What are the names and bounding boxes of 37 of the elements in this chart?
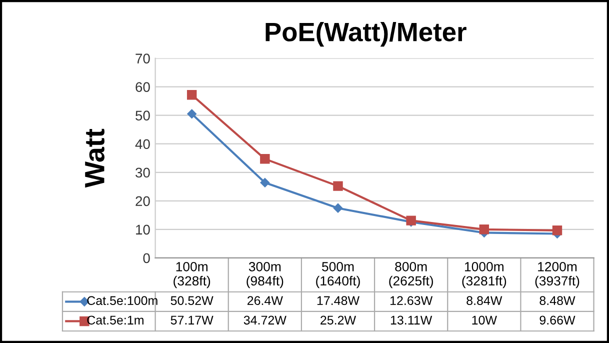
data-label: 10W xyxy=(472,316,497,325)
y-tick-label: 70 xyxy=(136,54,150,64)
data-label: 9.66W xyxy=(540,316,576,325)
data-label: 25.2W xyxy=(320,316,356,325)
x-tick-label: 500m (1640ft) xyxy=(316,262,360,288)
point xyxy=(479,224,490,234)
point xyxy=(260,154,270,164)
data-label: 17.48W xyxy=(317,296,360,306)
y-tick-label: 10 xyxy=(136,224,150,235)
data-label: 57.17W xyxy=(170,316,214,325)
data-label: 12.63W xyxy=(390,296,433,306)
x-tick-label: 300m (984ft) xyxy=(246,262,284,288)
point xyxy=(260,178,270,188)
y-tick-label: 30 xyxy=(136,168,150,178)
legend-label: Cat.5e:100m xyxy=(87,296,158,306)
x-tick-label: 1200m (3937ft) xyxy=(535,262,580,288)
point xyxy=(186,90,197,100)
y-tick-label: 40 xyxy=(135,139,150,150)
y-axis-title: Watt xyxy=(85,128,104,188)
y-tick-label: 60 xyxy=(136,82,150,92)
data-label: 50.52W xyxy=(170,296,214,306)
point xyxy=(552,226,562,236)
y-tick-label: 0 xyxy=(143,253,150,264)
y-tick-label: 20 xyxy=(136,196,150,206)
chart-title: PoE(Watt)/Meter xyxy=(266,22,466,47)
point xyxy=(187,109,196,118)
x-tick-label: 100m (328ft) xyxy=(174,262,210,288)
data-label: 8.48W xyxy=(540,296,576,306)
data-label: 26.4W xyxy=(247,296,283,306)
y-tick-label: 50 xyxy=(136,110,150,121)
data-label: 13.11W xyxy=(390,316,432,325)
point xyxy=(333,203,343,213)
data-label: 8.84W xyxy=(466,296,502,306)
point xyxy=(333,181,343,191)
data-label: 34.72W xyxy=(244,316,286,325)
x-tick-label: 800m (2625ft) xyxy=(389,262,433,288)
x-tick-label: 1000m (3281ft) xyxy=(462,262,506,288)
